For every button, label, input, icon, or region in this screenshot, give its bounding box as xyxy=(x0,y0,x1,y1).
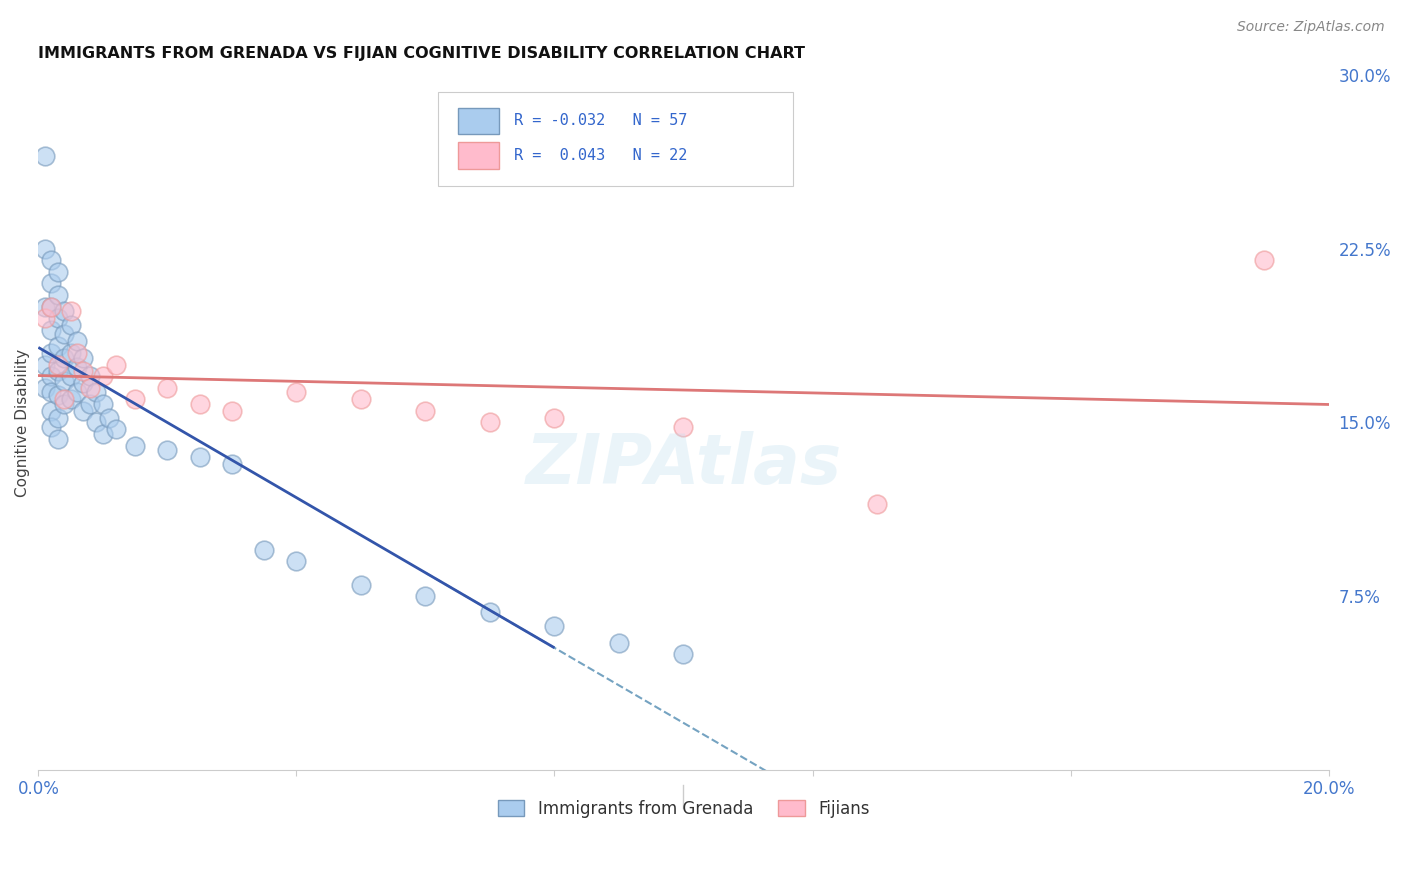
Point xyxy=(86,385,108,400)
Point xyxy=(46,339,69,353)
Point xyxy=(253,542,276,557)
FancyBboxPatch shape xyxy=(458,143,499,169)
Point xyxy=(86,416,108,430)
Point xyxy=(221,404,243,418)
Point xyxy=(59,392,82,407)
Point xyxy=(66,346,89,360)
Point xyxy=(53,374,76,388)
Point xyxy=(34,149,56,163)
Point xyxy=(46,265,69,279)
Text: IMMIGRANTS FROM GRENADA VS FIJIAN COGNITIVE DISABILITY CORRELATION CHART: IMMIGRANTS FROM GRENADA VS FIJIAN COGNIT… xyxy=(38,46,806,62)
Point xyxy=(46,358,69,372)
Y-axis label: Cognitive Disability: Cognitive Disability xyxy=(15,349,30,497)
FancyBboxPatch shape xyxy=(439,92,793,186)
Point xyxy=(39,300,62,314)
Point xyxy=(72,364,94,378)
Point xyxy=(53,351,76,365)
Point xyxy=(46,364,69,378)
Point xyxy=(39,300,62,314)
Point xyxy=(72,376,94,390)
Point xyxy=(1253,253,1275,268)
Point xyxy=(79,369,101,384)
Point xyxy=(39,385,62,400)
Point xyxy=(39,369,62,384)
Point xyxy=(46,311,69,326)
Point xyxy=(415,404,437,418)
Point xyxy=(91,427,114,442)
Point xyxy=(59,318,82,332)
Point xyxy=(543,410,565,425)
Point xyxy=(46,288,69,302)
Point xyxy=(53,392,76,407)
Point xyxy=(124,392,146,407)
Point xyxy=(79,397,101,411)
Point xyxy=(285,554,308,568)
Point xyxy=(59,346,82,360)
Point xyxy=(34,358,56,372)
Point xyxy=(91,397,114,411)
Point xyxy=(79,381,101,395)
Point xyxy=(350,392,373,407)
Point xyxy=(72,404,94,418)
Point xyxy=(66,359,89,374)
Point xyxy=(39,323,62,337)
Point xyxy=(59,304,82,318)
Point xyxy=(39,253,62,268)
Point xyxy=(98,410,121,425)
Text: ZIPAtlas: ZIPAtlas xyxy=(526,431,842,498)
Point xyxy=(91,369,114,384)
Point xyxy=(124,439,146,453)
Point xyxy=(188,397,211,411)
Point xyxy=(39,346,62,360)
Point xyxy=(478,606,501,620)
Point xyxy=(350,577,373,591)
Point xyxy=(53,397,76,411)
Point xyxy=(104,358,127,372)
Point xyxy=(415,589,437,603)
Point xyxy=(39,404,62,418)
Point xyxy=(672,420,695,434)
Point xyxy=(39,277,62,291)
Point xyxy=(156,381,179,395)
Point xyxy=(543,619,565,633)
Point xyxy=(478,416,501,430)
Point xyxy=(72,351,94,365)
Point xyxy=(46,387,69,401)
Text: R = -0.032   N = 57: R = -0.032 N = 57 xyxy=(515,113,688,128)
Legend: Immigrants from Grenada, Fijians: Immigrants from Grenada, Fijians xyxy=(491,793,876,824)
Point xyxy=(672,647,695,661)
Point xyxy=(46,410,69,425)
Point xyxy=(188,450,211,465)
FancyBboxPatch shape xyxy=(458,108,499,134)
Point xyxy=(221,457,243,471)
Point xyxy=(285,385,308,400)
Point xyxy=(607,635,630,649)
Point xyxy=(53,304,76,318)
Point xyxy=(34,242,56,256)
Point xyxy=(866,497,889,511)
Point xyxy=(34,311,56,326)
Point xyxy=(53,327,76,342)
Text: Source: ZipAtlas.com: Source: ZipAtlas.com xyxy=(1237,20,1385,34)
Point xyxy=(104,422,127,436)
Point xyxy=(39,420,62,434)
Text: R =  0.043   N = 22: R = 0.043 N = 22 xyxy=(515,148,688,163)
Point xyxy=(156,443,179,458)
Point xyxy=(34,381,56,395)
Point xyxy=(59,369,82,384)
Point xyxy=(66,334,89,349)
Point xyxy=(34,300,56,314)
Point xyxy=(46,432,69,446)
Point xyxy=(66,385,89,400)
